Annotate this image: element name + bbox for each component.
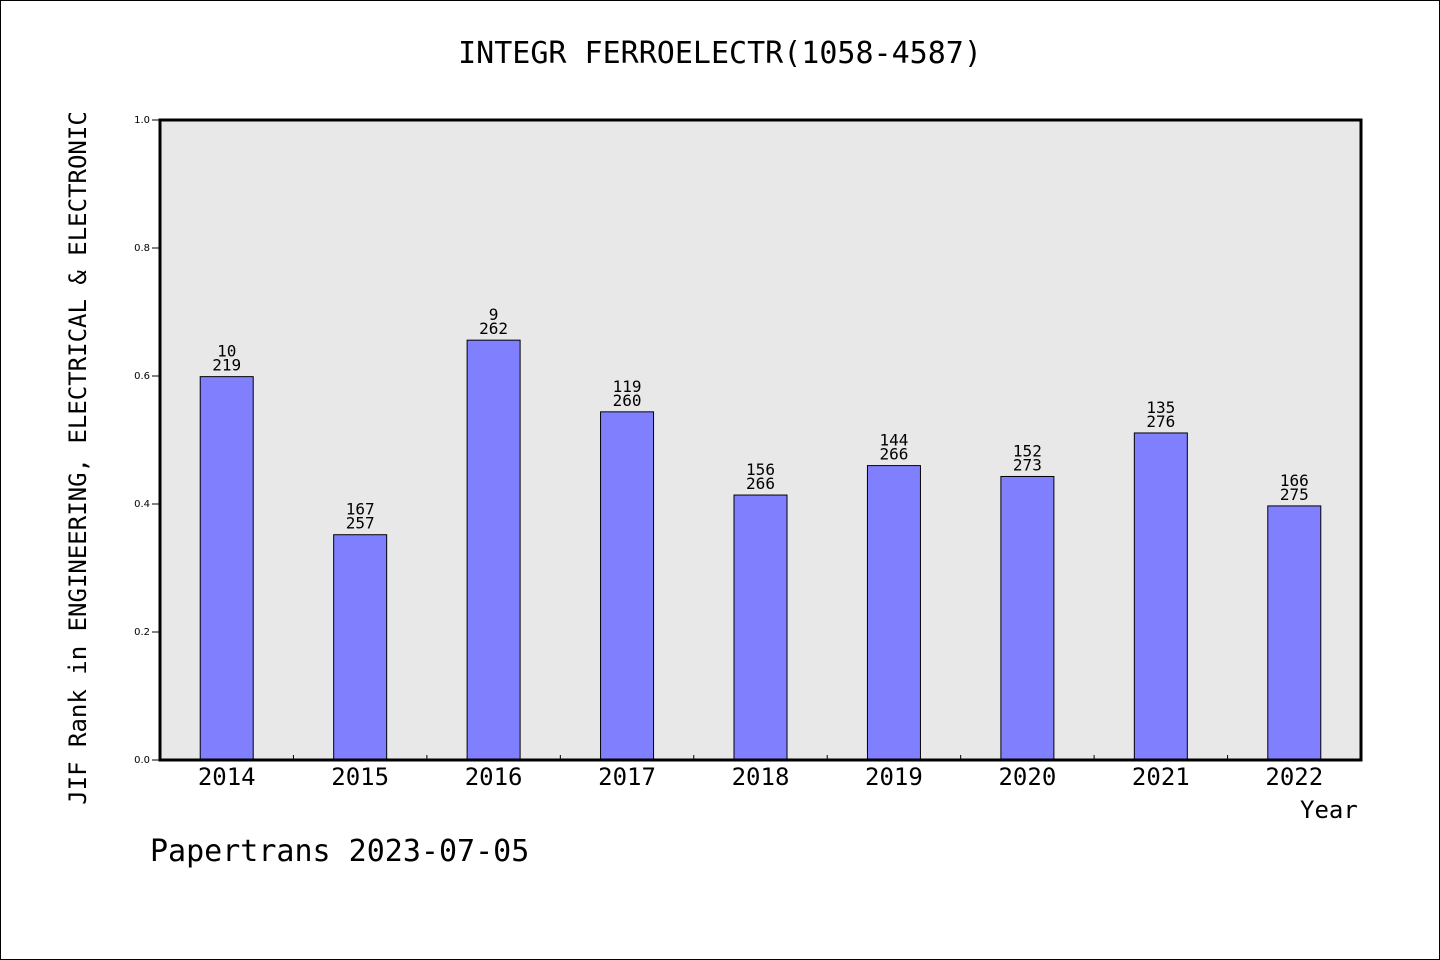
bar-total-label: 273	[1013, 455, 1042, 474]
bar-rank-label: 135	[1146, 398, 1175, 417]
bar-rank-label: 9	[489, 305, 499, 324]
x-tick-label: 2014	[198, 763, 256, 791]
y-tick-label: 1.0	[134, 115, 150, 126]
bar-rank-label: 167	[346, 500, 375, 519]
bar-rank-label: 10	[217, 342, 236, 361]
bar-total-label: 262	[479, 319, 508, 338]
x-tick-label: 2015	[331, 763, 389, 791]
plot-border	[158, 118, 1363, 762]
x-tick-label: 2016	[465, 763, 523, 791]
y-tick-label: 0.2	[134, 627, 150, 638]
bar-total-label: 266	[879, 445, 908, 464]
x-tick-label: 2019	[865, 763, 923, 791]
x-tick-label: 2022	[1265, 763, 1323, 791]
bar	[866, 465, 921, 761]
bar-total-label: 266	[746, 474, 775, 493]
x-axis-label: Year	[1300, 796, 1358, 824]
bar	[199, 376, 254, 761]
bar-rank-label: 144	[879, 431, 908, 450]
y-axis-label: JIF Rank in ENGINEERING, ELECTRICAL & EL…	[64, 111, 92, 805]
y-tick-label: 0.4	[134, 499, 150, 510]
bar-total-label: 260	[613, 391, 642, 410]
bar-total-label: 257	[346, 514, 375, 533]
bar-total-label: 219	[212, 356, 241, 375]
bar	[333, 534, 388, 761]
y-tick-label: 0.8	[134, 243, 150, 254]
bar-rank-label: 166	[1280, 471, 1309, 490]
x-tick-label: 2017	[598, 763, 656, 791]
bar-total-label: 275	[1280, 485, 1309, 504]
y-tick-label: 0.0	[134, 755, 150, 766]
footer-note: Papertrans 2023-07-05	[150, 834, 530, 869]
bar-rank-label: 119	[613, 377, 642, 396]
bar	[733, 494, 788, 761]
chart-title: INTEGR FERROELECTR(1058-4587)	[458, 36, 982, 71]
x-tick-label: 2018	[732, 763, 790, 791]
bar-rank-label: 156	[746, 460, 775, 479]
x-tick-label: 2020	[998, 763, 1056, 791]
bar-rank-label: 152	[1013, 441, 1042, 460]
bar	[1000, 475, 1055, 761]
y-tick-label: 0.6	[134, 371, 150, 382]
bar-total-label: 276	[1146, 412, 1175, 431]
bar	[600, 411, 655, 761]
bar	[466, 339, 521, 761]
x-tick-label: 2021	[1132, 763, 1190, 791]
bar	[1267, 505, 1322, 761]
bar	[1133, 432, 1188, 761]
